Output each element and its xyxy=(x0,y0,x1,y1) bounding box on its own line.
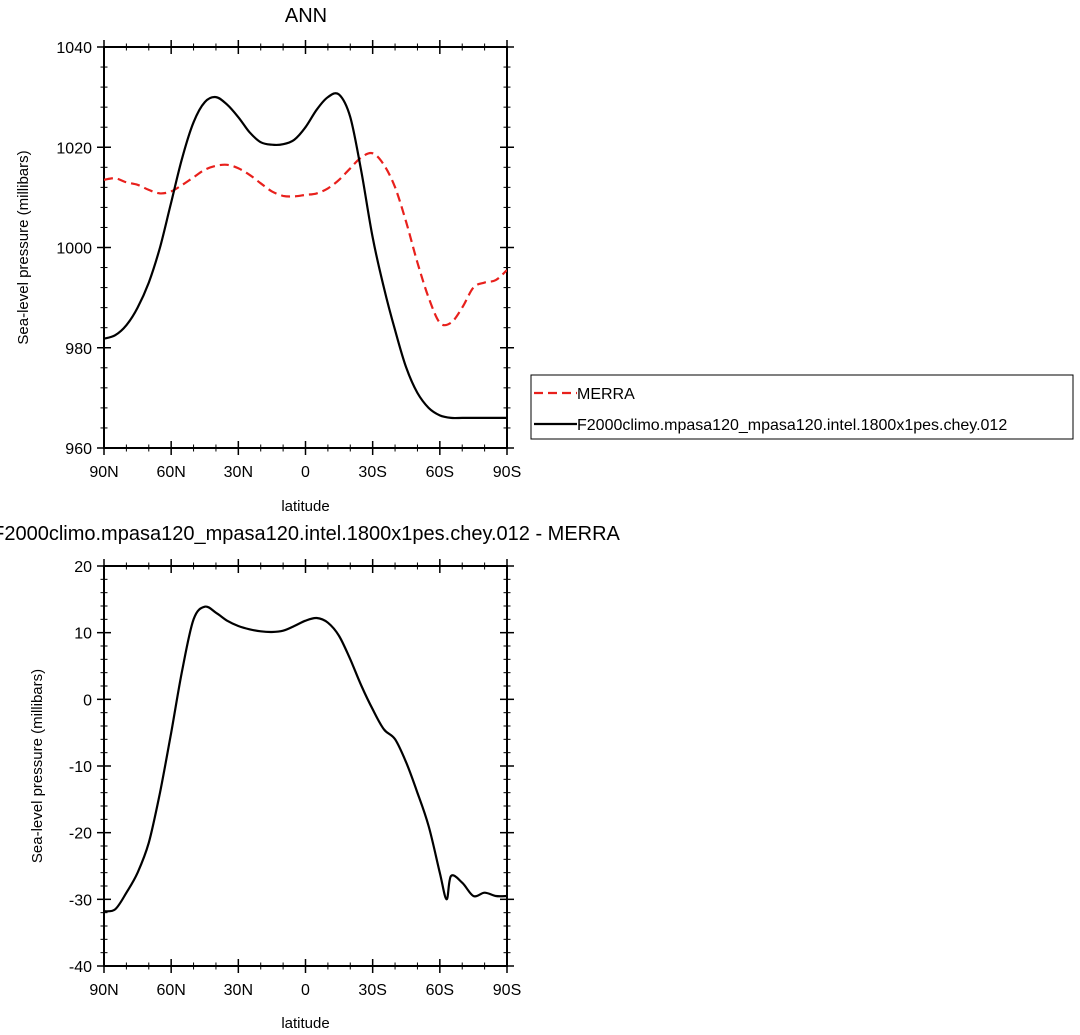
y-tick-label: 0 xyxy=(83,692,92,709)
y-tick-label: 980 xyxy=(65,341,92,358)
y-tick-label: -20 xyxy=(69,826,92,843)
y-tick-label: 10 xyxy=(74,626,92,643)
y-axis-label: Sea-level pressure (millibars) xyxy=(29,669,46,863)
series-line-difference xyxy=(104,605,507,913)
x-tick-label: 60N xyxy=(156,982,185,999)
y-tick-label: 1000 xyxy=(56,241,92,258)
plot-bottom: F2000climo.mpasa120_mpasa120.intel.1800x… xyxy=(0,523,621,1032)
y-tick-label: -10 xyxy=(69,759,92,776)
x-tick-label: 60S xyxy=(426,464,454,481)
plot-title: ANN xyxy=(285,5,327,27)
x-tick-label: 90S xyxy=(493,464,521,481)
x-tick-label: 30S xyxy=(358,982,386,999)
x-tick-label: 60S xyxy=(426,982,454,999)
y-tick-label: 960 xyxy=(65,441,92,458)
x-tick-label: 60N xyxy=(156,464,185,481)
x-axis-label: latitude xyxy=(281,498,329,515)
legend-box xyxy=(530,374,1074,440)
y-tick-label: 1020 xyxy=(56,140,92,157)
plot-top: ANN 960 980 1000 1020 1040 90N 60N 30N 0 30S 60S 90S… xyxy=(15,5,1074,515)
x-tick-label: 30S xyxy=(358,464,386,481)
plot-frame xyxy=(103,46,508,449)
x-tick-label: 90N xyxy=(89,982,118,999)
y-tick-label: -30 xyxy=(69,892,92,909)
y-tick-label: -40 xyxy=(69,959,92,976)
x-tick-label: 30N xyxy=(224,982,253,999)
x-tick-label: 0 xyxy=(301,464,310,481)
y-axis-label: Sea-level pressure (millibars) xyxy=(15,150,32,344)
plot-title: F2000climo.mpasa120_mpasa120.intel.1800x… xyxy=(0,523,621,545)
legend-label: F2000climo.mpasa120_mpasa120.intel.1800x… xyxy=(577,417,1007,434)
x-tick-label: 0 xyxy=(301,982,310,999)
series-line-merra xyxy=(104,151,507,327)
x-tick-label: 90S xyxy=(493,982,521,999)
legend: MERRA F2000climo.mpasa120_mpasa120.intel.… xyxy=(530,374,1074,440)
series-line-model xyxy=(104,92,507,420)
x-axis-label: latitude xyxy=(281,1015,329,1032)
x-tick-label: 90N xyxy=(89,464,118,481)
legend-label: MERRA xyxy=(577,386,635,403)
y-tick-label: 20 xyxy=(74,559,92,576)
y-tick-label: 1040 xyxy=(56,40,92,57)
x-tick-label: 30N xyxy=(224,464,253,481)
